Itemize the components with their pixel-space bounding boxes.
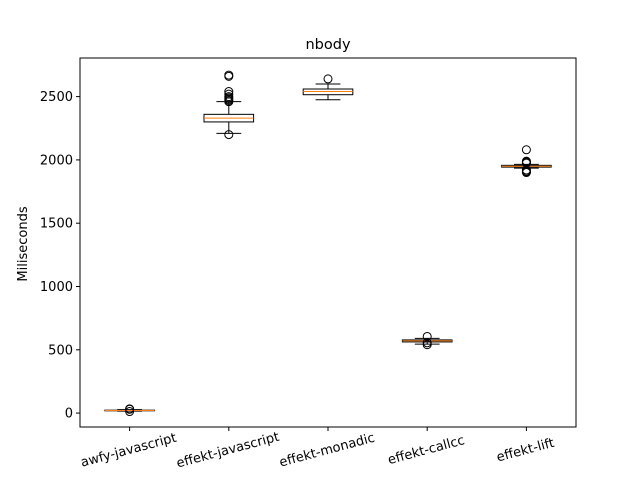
outlier-point: [521, 156, 531, 166]
outlier-point: [125, 407, 135, 417]
outlier-point: [224, 92, 234, 102]
y-tick-label: 0: [65, 407, 73, 422]
y-tick-label: 1500: [40, 217, 73, 232]
y-tick-label: 500: [48, 343, 73, 358]
outlier-point: [422, 338, 432, 348]
outlier-point: [224, 87, 234, 97]
plot-frame: [79, 57, 577, 428]
y-axis-label: Miliseconds: [16, 206, 31, 281]
outlier-point: [422, 331, 432, 341]
y-tick-label: 1000: [40, 280, 73, 295]
outlier-point: [224, 70, 234, 80]
outlier-point: [125, 404, 135, 414]
outlier-point: [224, 130, 234, 140]
outlier-point: [521, 145, 531, 155]
y-tick-label: 2500: [40, 90, 73, 105]
outlier-point: [224, 89, 234, 99]
y-tick-label: 2000: [40, 153, 73, 168]
outlier-point: [323, 74, 333, 84]
chart-title: nbody: [305, 37, 350, 53]
